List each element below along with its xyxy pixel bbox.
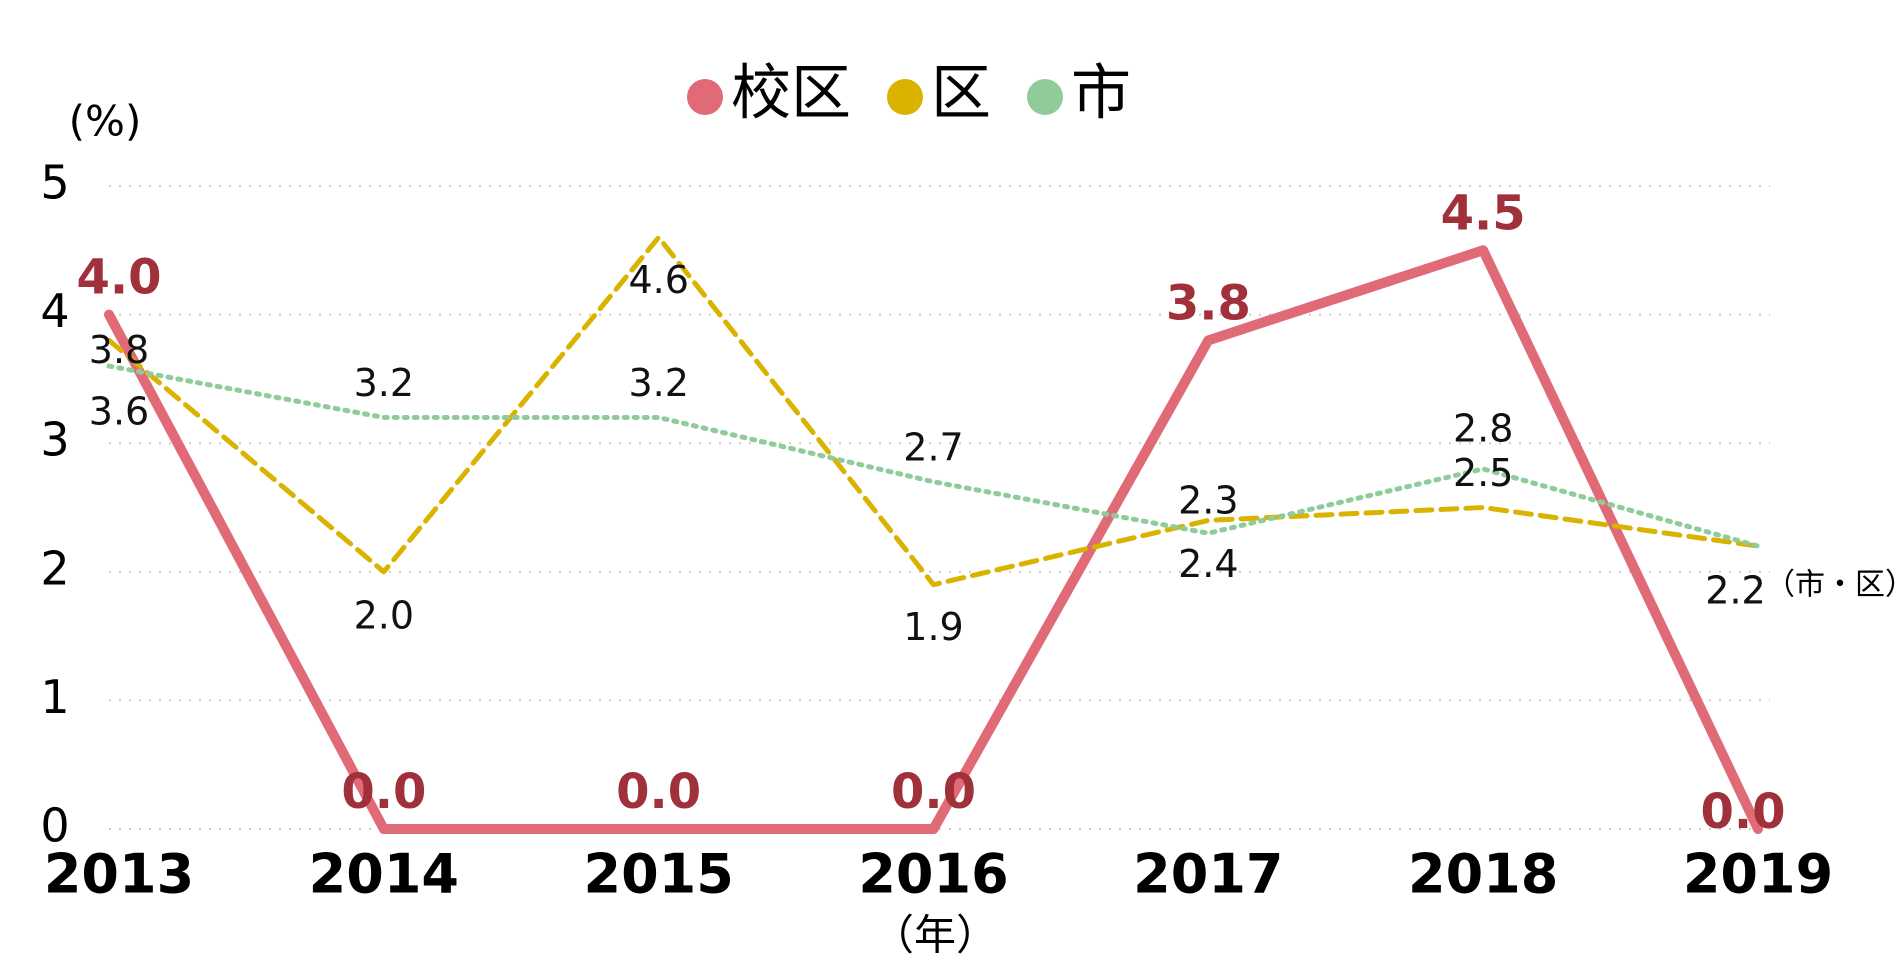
data-label: 3.8 bbox=[1166, 275, 1251, 331]
data-label: 3.2 bbox=[628, 361, 688, 405]
x-tick-label: 2013 bbox=[44, 843, 194, 906]
data-label: 3.6 bbox=[89, 390, 149, 434]
annotation: （市・区） bbox=[1765, 568, 1903, 603]
line-1 bbox=[106, 234, 1761, 588]
data-label: 4.5 bbox=[1441, 185, 1526, 241]
legend-label: 市 bbox=[1071, 59, 1131, 129]
data-label: 2.5 bbox=[1453, 451, 1513, 495]
line-0 bbox=[104, 245, 1763, 834]
y-tick-label: 2 bbox=[40, 541, 69, 595]
x-tick-label: 2015 bbox=[584, 843, 734, 906]
legend-label: 校区 bbox=[731, 59, 851, 129]
data-label: 4.6 bbox=[628, 258, 688, 302]
data-label: 2.4 bbox=[1178, 542, 1238, 586]
x-tick-label: 2016 bbox=[858, 843, 1008, 906]
data-label: 3.8 bbox=[89, 328, 149, 372]
data-label: 0.0 bbox=[1700, 784, 1785, 840]
x-tick-label: 2014 bbox=[309, 843, 459, 906]
legend-label: 区 bbox=[931, 59, 991, 129]
data-label: 2.7 bbox=[903, 425, 963, 469]
y-tick-label: 4 bbox=[40, 284, 69, 338]
data-label: 0.0 bbox=[891, 764, 976, 820]
y-axis-label: (%) bbox=[69, 97, 142, 146]
data-label: 4.0 bbox=[76, 250, 161, 306]
data-label: 0.0 bbox=[616, 764, 701, 820]
y-tick-label: 3 bbox=[40, 413, 69, 467]
data-label: 2.8 bbox=[1453, 406, 1513, 450]
data-label: 2.2 bbox=[1705, 569, 1765, 613]
y-tick-label: 1 bbox=[40, 670, 69, 724]
data-label: 0.0 bbox=[341, 764, 426, 820]
data-label: 2.2 bbox=[1705, 569, 1765, 613]
x-tick-label: 2018 bbox=[1408, 843, 1558, 906]
legend-marker bbox=[1027, 79, 1063, 115]
x-axis-label: （年） bbox=[872, 911, 998, 960]
y-tick-label: 0 bbox=[40, 799, 69, 853]
data-label: 1.9 bbox=[903, 605, 963, 649]
y-tick-label: 5 bbox=[40, 156, 69, 210]
legend-marker bbox=[687, 79, 723, 115]
data-label: 2.3 bbox=[1178, 479, 1238, 523]
data-label: 3.2 bbox=[354, 361, 414, 405]
x-tick-label: 2017 bbox=[1133, 843, 1283, 906]
data-label: 2.0 bbox=[354, 593, 414, 637]
line-2 bbox=[106, 363, 1761, 549]
x-tick-label: 2019 bbox=[1683, 843, 1833, 906]
legend-marker bbox=[887, 79, 923, 115]
